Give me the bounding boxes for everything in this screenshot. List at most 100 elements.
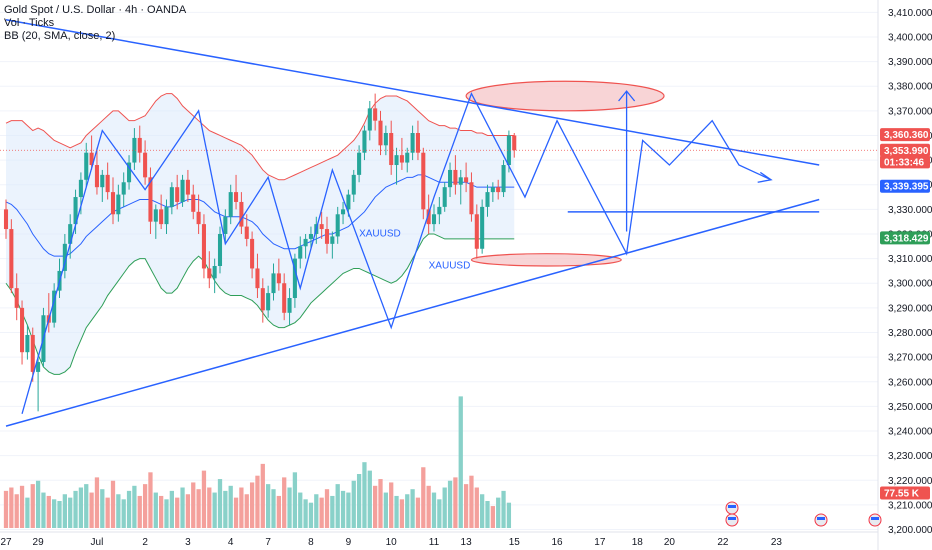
flag-icon — [817, 517, 825, 520]
volume-bar — [394, 495, 399, 528]
candle-body — [512, 135, 517, 151]
y-tick-label: 3,410.000 — [888, 8, 932, 19]
candle-body — [303, 238, 308, 247]
volume-bar — [356, 474, 362, 528]
candle-body — [378, 120, 383, 146]
x-tick-label: 16 — [551, 537, 563, 548]
y-tick-label: 3,380.000 — [888, 82, 932, 93]
volume-bar — [110, 480, 116, 528]
x-tick-label: 15 — [509, 537, 521, 548]
candle-body — [426, 209, 431, 225]
candle-body — [52, 290, 57, 323]
candle-body — [501, 165, 506, 193]
volume-bar — [308, 502, 314, 528]
volume-bar — [292, 472, 298, 528]
volume-bar — [346, 492, 351, 528]
candle-body — [298, 246, 303, 259]
zone-ellipse-0 — [465, 80, 665, 112]
candle-body — [9, 229, 14, 289]
volume-bar — [415, 497, 421, 528]
x-tick-label: 18 — [632, 537, 644, 548]
volume-bar — [469, 475, 474, 528]
volume-bar — [260, 463, 265, 528]
volume-bar — [239, 487, 244, 528]
candle-body — [164, 206, 169, 225]
volume-bar — [351, 480, 356, 528]
candle-body — [351, 174, 356, 195]
candle-body — [110, 192, 116, 215]
x-tick-label: 22 — [717, 537, 729, 548]
symbol-title[interactable]: Gold Spot / U.S. Dollar · 4h · OANDA — [4, 4, 187, 16]
candle-body — [319, 224, 324, 230]
volume-bar — [378, 479, 383, 528]
bollinger-indicator-label[interactable]: BB (20, SMA, close, 2) — [4, 30, 116, 42]
volume-bar — [458, 396, 463, 528]
volume-bar — [266, 484, 271, 528]
volume-bar — [132, 485, 137, 528]
y-tick-label: 3,310.000 — [888, 254, 932, 265]
candle-body — [287, 298, 292, 313]
candle-body — [250, 238, 255, 269]
candle-body — [389, 133, 394, 166]
volume-bar — [116, 494, 121, 528]
candle-body — [480, 206, 485, 249]
volume-bar — [191, 482, 196, 528]
volume-bar — [9, 487, 14, 528]
flag-icon — [728, 505, 736, 508]
candle-body — [496, 187, 501, 193]
volume-bar — [319, 497, 324, 528]
price-label-text: 3,353.990 — [884, 146, 929, 157]
x-tick-label: 23 — [771, 537, 783, 548]
volume-bar — [453, 477, 458, 528]
volume-indicator-label[interactable]: Vol · Ticks — [4, 17, 55, 29]
price-label-text: 77.55 K — [884, 489, 920, 500]
candle-body — [469, 182, 474, 215]
candle-body — [148, 177, 153, 222]
candle-body — [260, 288, 265, 311]
volume-bar — [233, 497, 239, 528]
xauusd-label: XAUUSD — [359, 228, 401, 239]
volume-bar — [255, 475, 260, 528]
candle-body — [137, 137, 142, 153]
volume-bar — [52, 499, 57, 528]
candle-body — [276, 273, 281, 284]
x-tick-label: 29 — [33, 537, 45, 548]
trendline-0 — [5, 18, 820, 166]
candle-body — [20, 307, 25, 353]
candle-body — [100, 174, 105, 188]
volume-bar — [282, 477, 287, 528]
candle-body — [73, 197, 78, 225]
volume-bar — [159, 495, 164, 528]
price-label-pill — [880, 486, 930, 500]
candle-body — [191, 194, 196, 212]
candle-body — [282, 283, 287, 313]
candle-body — [394, 155, 399, 166]
volume-bar — [389, 482, 394, 528]
volume-bar — [383, 492, 388, 528]
price-label-pill — [880, 128, 930, 142]
x-tick-label: 17 — [594, 537, 606, 548]
bollinger-lower-line — [5, 233, 515, 375]
x-tick-label: 20 — [664, 537, 676, 548]
y-tick-label: 3,220.000 — [888, 476, 932, 487]
volume-bar — [105, 497, 110, 528]
price-label-pill — [880, 155, 930, 169]
volume-bar — [324, 489, 330, 528]
x-tick-label: Jul — [91, 537, 104, 548]
candle-body — [405, 152, 410, 163]
price-label-text: 01:33:46 — [884, 157, 924, 168]
price-label-pill — [880, 231, 930, 245]
volume-bar — [399, 499, 405, 528]
y-tick-label: 3,260.000 — [888, 377, 932, 388]
volume-bar — [57, 501, 62, 528]
bollinger-upper-line — [5, 93, 515, 181]
candle-body — [121, 182, 126, 195]
volume-bar — [19, 485, 25, 528]
flag-icon — [871, 517, 879, 520]
x-tick-label: 4 — [228, 537, 234, 548]
y-tick-label: 3,280.000 — [888, 328, 932, 339]
candle-body — [89, 152, 94, 166]
chart-legend: Gold Spot / U.S. Dollar · 4h · OANDA Vol… — [4, 4, 186, 43]
